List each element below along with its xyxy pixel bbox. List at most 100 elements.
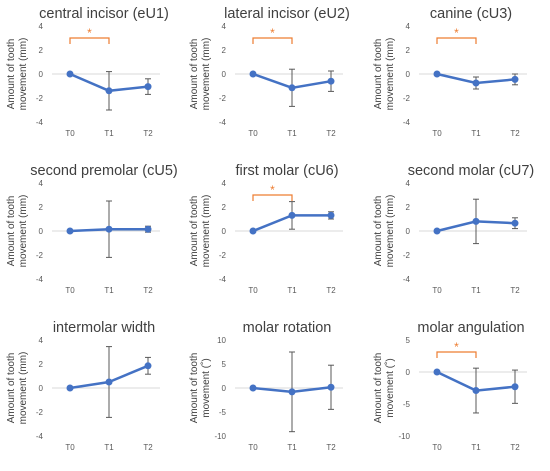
chart-svg: second molar (cU7) Amount of toothmovemen… [373,163,534,295]
chart-panel: central incisor (eU1) Amount of toothmove… [0,0,183,157]
y-tick-label: 4 [406,179,411,188]
data-point [511,75,519,83]
significance-label: * [270,183,275,197]
y-tick-label: 4 [406,22,411,31]
data-point [288,84,296,92]
y-tick-label: 2 [39,203,44,212]
y-tick-label: -2 [36,251,44,260]
y-tick-label: -2 [403,94,411,103]
chart-title: central incisor (eU1) [39,6,169,22]
y-tick-label: 4 [39,22,44,31]
data-point [472,217,480,225]
significance-bracket [69,37,110,44]
y-tick-label: -2 [403,251,411,260]
data-point [249,70,257,78]
y-axis-label: Amount of toothmovement (mm) [373,38,396,111]
chart-panel: first molar (cU6) Amount of toothmovement… [183,157,366,314]
y-tick-label: -5 [403,400,411,409]
y-tick-label: 2 [222,203,227,212]
y-tick-label: 4 [39,336,44,345]
x-tick-label: T0 [248,286,258,295]
x-tick-label: T2 [510,129,520,138]
y-tick-label: 2 [39,360,44,369]
chart-panel: second premolar (cU5) Amount of toothmove… [0,157,183,314]
y-tick-label: 4 [222,22,227,31]
x-tick-label: T0 [248,443,258,452]
y-tick-label: 0 [222,384,227,393]
chart-title: intermolar width [53,320,155,336]
data-point [105,378,113,386]
data-point [327,383,335,391]
data-point [511,383,519,391]
chart-title: lateral incisor (eU2) [224,6,350,22]
data-point [66,384,74,392]
y-tick-label: 0 [406,70,411,79]
significance-label: * [454,26,459,40]
x-tick-label: T0 [432,286,442,295]
chart-panel: second molar (cU7) Amount of toothmovemen… [367,157,550,314]
y-tick-label: 10 [217,336,226,345]
chart-panel: molar rotation Amount of toothmovement (˚… [183,314,366,471]
significance-bracket [436,37,477,44]
y-tick-label: -4 [36,432,44,441]
x-tick-label: T2 [510,443,520,452]
y-axis-label: Amount of toothmovement (mm) [189,195,212,268]
data-point [288,211,296,219]
x-tick-label: T1 [471,129,481,138]
y-tick-label: -4 [403,275,411,284]
y-tick-label: 2 [406,46,411,55]
data-point [433,368,441,376]
x-tick-label: T1 [104,286,114,295]
data-point [433,227,441,235]
y-tick-label: -2 [36,408,44,417]
x-tick-label: T1 [104,129,114,138]
y-tick-label: 5 [222,360,227,369]
chart-title: first molar (cU6) [235,163,338,179]
chart-svg: lateral incisor (eU2) Amount of toothmove… [189,6,350,138]
data-point [144,225,152,233]
x-tick-label: T2 [143,443,153,452]
chart-svg: first molar (cU6) Amount of toothmovement… [189,163,343,295]
data-point [249,227,257,235]
chart-title: molar angulation [417,320,524,336]
data-point [144,362,152,370]
data-point [144,83,152,91]
y-axis-label: Amount of toothmovement (mm) [6,195,29,268]
y-tick-label: -10 [214,432,226,441]
x-tick-label: T0 [65,443,75,452]
y-tick-label: 0 [222,70,227,79]
x-tick-label: T1 [104,443,114,452]
x-tick-label: T0 [65,129,75,138]
x-tick-label: T1 [287,286,297,295]
y-tick-label: -2 [36,94,44,103]
chart-svg: molar angulation Amount of toothmovement … [373,320,527,452]
x-tick-label: T2 [326,286,336,295]
y-tick-label: 2 [406,203,411,212]
chart-panel: lateral incisor (eU2) Amount of toothmove… [183,0,366,157]
data-point [511,219,519,227]
chart-title: second premolar (cU5) [30,163,177,179]
y-tick-label: 0 [406,227,411,236]
x-tick-label: T1 [471,443,481,452]
chart-title: canine (cU3) [430,6,512,22]
data-point [66,227,74,235]
y-tick-label: 4 [39,179,44,188]
x-tick-label: T0 [432,129,442,138]
x-tick-label: T2 [326,129,336,138]
significance-label: * [270,26,275,40]
data-point [288,388,296,396]
y-tick-label: 0 [222,227,227,236]
y-tick-label: -5 [219,408,227,417]
data-point [249,384,257,392]
y-axis-label: Amount of toothmovement (˚) [189,353,212,424]
x-tick-label: T2 [510,286,520,295]
chart-panel: molar angulation Amount of toothmovement … [367,314,550,471]
y-tick-label: 5 [406,336,411,345]
chart-svg: molar rotation Amount of toothmovement (˚… [189,320,343,452]
x-tick-label: T0 [65,286,75,295]
y-tick-label: 0 [39,70,44,79]
data-point [105,225,113,233]
y-tick-label: 0 [406,368,411,377]
chart-svg: intermolar width Amount of toothmovement … [6,320,160,452]
